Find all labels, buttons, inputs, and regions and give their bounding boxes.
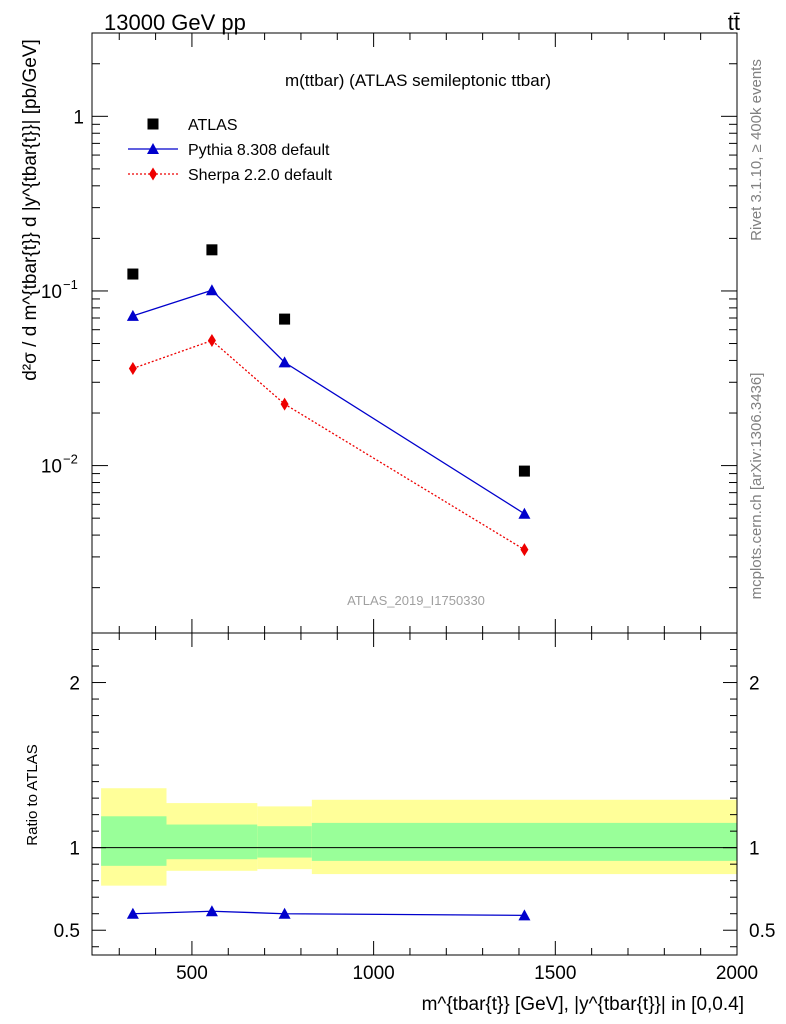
sherpa-2-2-0-default-point — [207, 334, 216, 348]
ratio-panel: Ratio to ATLAS m^{tbar{t}} [GeV], |y^{tb… — [24, 632, 775, 1015]
x-tick-label: 1500 — [534, 963, 576, 984]
ratio-y-tick-label-right: 1 — [749, 839, 760, 860]
ratio-pythia-8-308-default-point — [205, 905, 218, 917]
x-tick-label: 500 — [176, 963, 208, 984]
ratio-inner-band — [101, 816, 167, 866]
process-label: tt̄ — [728, 10, 740, 35]
main-y-tick-label: 10 — [41, 457, 62, 478]
ratio-y-tick-label: 1 — [69, 839, 80, 860]
ratio-y-tick-label-right: 0.5 — [749, 921, 775, 942]
ratio-pythia-8-308-default-point — [126, 907, 139, 919]
legend-marker-sherpa-2-2-0-default — [149, 167, 157, 181]
atlas-point — [127, 268, 139, 280]
main-y-axis-label: d²σ / d m^{tbar{t}} d |y^{tbar{t}}| [pb/… — [20, 39, 41, 381]
x-tick-label: 1000 — [352, 963, 394, 984]
atlas-point — [279, 313, 291, 325]
watermark: ATLAS_2019_I1750330 — [347, 593, 485, 608]
pythia-8-308-default-point — [518, 507, 531, 519]
legend-label-atlas: ATLAS — [188, 117, 238, 134]
ratio-inner-band — [311, 822, 737, 861]
sherpa-2-2-0-default-point — [128, 361, 137, 375]
ratio-inner-band — [166, 824, 258, 860]
atlas-point — [206, 244, 218, 256]
ratio-y-tick-label-right: 2 — [749, 674, 760, 695]
ratio-y-tick-label: 0.5 — [54, 921, 80, 942]
pythia-8-308-default-point — [278, 356, 291, 368]
legend-marker-pythia-8-308-default — [147, 143, 159, 154]
main-y-tick-label: 10 — [41, 282, 62, 303]
ratio-pythia-8-308-default-point — [518, 909, 531, 921]
legend-label-sherpa-2-2-0-default: Sherpa 2.2.0 default — [188, 167, 333, 184]
pythia-8-308-default-line — [132, 289, 525, 515]
main-y-tick-exponent: −1 — [63, 277, 78, 292]
main-y-tick-exponent: −2 — [63, 452, 78, 467]
legend-marker-atlas — [147, 118, 159, 130]
main-y-tick-label: 1 — [73, 107, 84, 128]
rivet-side-label: Rivet 3.1.10, ≥ 400k events — [748, 59, 765, 241]
legend-label-pythia-8-308-default: Pythia 8.308 default — [188, 142, 330, 159]
sherpa-2-2-0-default-point — [280, 397, 289, 411]
atlas-point — [518, 465, 530, 477]
pythia-8-308-default-point — [126, 309, 139, 321]
ratio-y-tick-label: 2 — [69, 674, 80, 695]
ratio-frame — [91, 632, 738, 956]
ratio-y-axis-label: Ratio to ATLAS — [24, 744, 41, 845]
ratio-inner-band — [257, 826, 312, 858]
main-title: m(ttbar) (ATLAS semileptonic ttbar) — [285, 71, 551, 90]
x-axis-label: m^{tbar{t}} [GeV], |y^{tbar{t}}| in [0,0… — [422, 994, 744, 1015]
x-tick-label: 2000 — [716, 963, 758, 984]
ratio-pythia-8-308-default-line — [132, 910, 525, 917]
main-panel: m(ttbar) (ATLAS semileptonic ttbar) ATLA… — [20, 32, 738, 634]
sherpa-2-2-0-default-point — [520, 543, 529, 557]
legend: ATLAS Pythia 8.308 default Sherpa 2.2.0 de… — [128, 117, 333, 184]
pythia-8-308-default-point — [205, 284, 218, 296]
energy-label: 13000 GeV pp — [104, 10, 246, 35]
mcplots-side-label: mcplots.cern.ch [arXiv:1306.3436] — [748, 373, 765, 600]
ratio-pythia-8-308-default-point — [278, 907, 291, 919]
sherpa-2-2-0-default-line — [132, 339, 525, 551]
